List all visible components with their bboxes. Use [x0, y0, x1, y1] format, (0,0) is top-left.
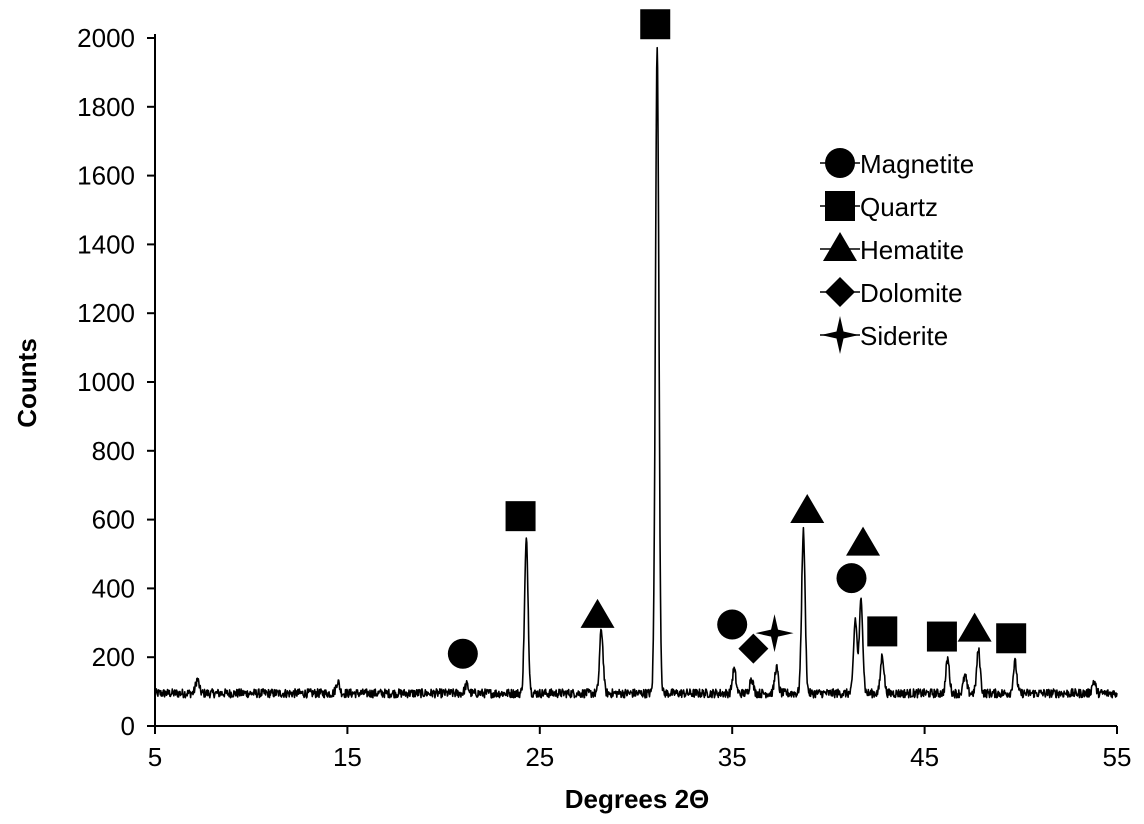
quartz-marker — [640, 9, 671, 40]
quartz-marker — [926, 621, 957, 652]
legend-item-quartz: Quartz — [820, 191, 938, 222]
hematite-marker — [790, 494, 825, 523]
y-axis: 0 200 400 600 800 1000 1200 1400 1600 1800 2000 — [77, 23, 156, 741]
legend-item-dolomite: Dolomite — [820, 277, 963, 308]
y-tick-label: 1000 — [77, 367, 135, 397]
quartz-marker — [505, 501, 536, 532]
x-tick-label: 15 — [333, 742, 362, 772]
legend-label: Hematite — [860, 235, 964, 265]
x-tick-label: 55 — [1103, 742, 1132, 772]
legend-label: Dolomite — [860, 278, 963, 308]
dolomite-marker — [738, 633, 769, 664]
magnetite-marker — [447, 638, 478, 669]
y-tick-label: 1200 — [77, 298, 135, 328]
x-tick-label: 35 — [718, 742, 747, 772]
legend-item-hematite: Hematite — [820, 232, 964, 265]
hematite-marker — [957, 612, 992, 642]
diamond-icon — [825, 277, 855, 307]
hematite-marker — [846, 526, 881, 556]
x-tick-label: 25 — [525, 742, 554, 772]
legend-label: Magnetite — [860, 149, 974, 179]
star4-icon — [821, 316, 859, 354]
y-tick-label: 2000 — [77, 23, 135, 53]
siderite-marker — [755, 614, 794, 653]
y-tick-label: 600 — [92, 505, 135, 535]
y-tick-label: 400 — [92, 573, 135, 603]
y-tick-label: 1800 — [77, 92, 135, 122]
hematite-marker — [580, 598, 615, 628]
quartz-marker — [996, 623, 1027, 654]
y-tick-label: 800 — [92, 436, 135, 466]
triangle-icon — [823, 232, 857, 261]
y-tick-label: 200 — [92, 642, 135, 672]
y-axis-title: Counts — [12, 338, 42, 428]
x-tick-label: 45 — [910, 742, 939, 772]
x-axis: 5 15 25 35 45 55 — [148, 725, 1132, 772]
x-tick-label: 5 — [148, 742, 162, 772]
legend: Magnetite Quartz Hematite Dolomite Siderite — [820, 148, 974, 354]
y-tick-label: 1400 — [77, 229, 135, 259]
y-tick-label: 1600 — [77, 161, 135, 191]
x-axis-title: Degrees 2Θ — [565, 784, 710, 814]
diffraction-pattern-line — [154, 46, 1118, 699]
quartz-marker — [867, 616, 898, 647]
circle-icon — [825, 148, 855, 178]
legend-label: Quartz — [860, 192, 938, 222]
legend-item-siderite: Siderite — [820, 316, 948, 354]
phase-markers — [447, 9, 1027, 669]
legend-item-magnetite: Magnetite — [820, 148, 974, 179]
legend-label: Siderite — [860, 321, 948, 351]
square-icon — [825, 191, 855, 221]
magnetite-marker — [717, 609, 748, 640]
magnetite-marker — [836, 563, 867, 594]
y-tick-label: 0 — [121, 711, 135, 741]
